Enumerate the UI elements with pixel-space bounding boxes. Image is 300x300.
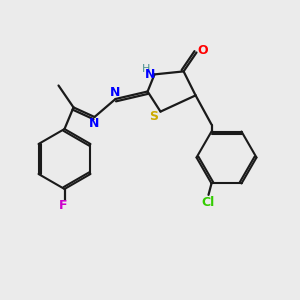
Text: N: N [110, 86, 121, 100]
Text: N: N [89, 116, 100, 130]
Text: O: O [197, 44, 208, 58]
Text: Cl: Cl [202, 196, 215, 209]
Text: F: F [59, 199, 67, 212]
Text: N: N [145, 68, 155, 81]
Text: H: H [142, 64, 150, 74]
Text: S: S [149, 110, 158, 124]
